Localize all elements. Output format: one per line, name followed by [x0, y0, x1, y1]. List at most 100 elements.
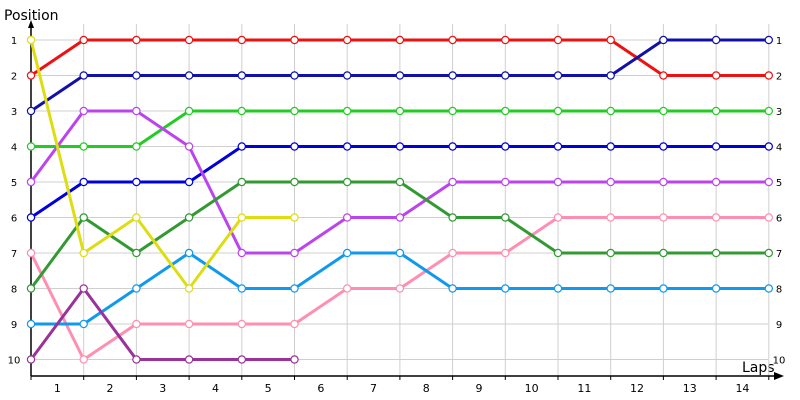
- series-point-8: [711, 284, 721, 293]
- series-point-10: [184, 355, 194, 364]
- series-point-6: [764, 213, 774, 222]
- x-tick-label: 5: [265, 382, 272, 395]
- y-tick-label-left: 2: [11, 72, 17, 83]
- x-tick-label: 11: [577, 382, 591, 395]
- x-tick-label: 10: [525, 382, 539, 395]
- series-point-10: [132, 355, 141, 364]
- series-point-7: [395, 177, 405, 187]
- series-point-6: [606, 213, 615, 222]
- series-point-1: [184, 35, 194, 45]
- y-tick-label-right: 9: [776, 320, 782, 331]
- series-point-9: [132, 213, 141, 222]
- series-point-9: [26, 35, 36, 45]
- series-point-3: [237, 106, 246, 116]
- y-axis-title: Position: [4, 8, 59, 24]
- series-point-4: [659, 142, 668, 151]
- series-point-5: [659, 177, 668, 187]
- series-point-6: [79, 355, 88, 364]
- series-point-3: [448, 106, 457, 116]
- series-point-1: [764, 71, 774, 80]
- series-point-6: [553, 213, 563, 222]
- series-point-7: [764, 248, 774, 258]
- series-point-3: [79, 142, 88, 151]
- series-point-6: [26, 248, 36, 258]
- y-tick-label-left: 4: [11, 143, 17, 154]
- series-point-7: [606, 248, 615, 258]
- series-point-7: [501, 213, 510, 222]
- x-tick-label: 2: [107, 382, 114, 395]
- series-point-2: [184, 71, 194, 80]
- series-point-7: [26, 284, 36, 293]
- y-tick-label-left: 7: [11, 249, 17, 260]
- series-point-3: [553, 106, 563, 116]
- series-point-7: [237, 177, 246, 187]
- series-point-4: [395, 142, 405, 151]
- series-point-4: [553, 142, 563, 151]
- series-point-5: [132, 106, 141, 116]
- series-point-2: [26, 106, 36, 116]
- axes: [28, 20, 784, 380]
- series-point-5: [184, 142, 194, 151]
- series-point-6: [343, 284, 352, 293]
- y-tick-label-left: 3: [11, 107, 17, 118]
- x-tick-label: 12: [630, 382, 644, 395]
- series-point-2: [448, 71, 457, 80]
- series-point-8: [606, 284, 615, 293]
- series-point-5: [764, 177, 774, 187]
- series-point-5: [290, 248, 299, 258]
- series-point-6: [448, 248, 457, 258]
- series-point-10: [79, 284, 88, 293]
- series-point-2: [659, 35, 668, 45]
- series-point-6: [184, 319, 194, 329]
- series-point-5: [343, 213, 352, 222]
- series-point-4: [132, 177, 141, 187]
- series-point-7: [553, 248, 563, 258]
- series-point-2: [395, 71, 405, 80]
- series-point-8: [553, 284, 563, 293]
- series-point-3: [132, 142, 141, 151]
- series-point-3: [764, 106, 774, 116]
- x-axis-arrow: [774, 372, 784, 380]
- series-line-10: [29, 287, 296, 361]
- series-point-4: [501, 142, 510, 151]
- y-tick-label-right: 1: [776, 36, 782, 47]
- series-point-8: [501, 284, 510, 293]
- series-point-1: [237, 35, 246, 45]
- series-group: [26, 35, 774, 364]
- series-point-3: [343, 106, 352, 116]
- series-point-2: [501, 71, 510, 80]
- series-point-6: [659, 213, 668, 222]
- y-tick-label-right: 7: [776, 249, 782, 260]
- x-tick-label: 13: [683, 382, 697, 395]
- series-point-3: [395, 106, 405, 116]
- series-point-2: [606, 71, 615, 80]
- x-tick-label: 4: [212, 382, 219, 395]
- series-point-6: [501, 248, 510, 258]
- series-point-7: [79, 213, 88, 222]
- series-point-6: [711, 213, 721, 222]
- series-point-8: [290, 284, 299, 293]
- series-point-1: [79, 35, 88, 45]
- y-tick-label-right: 8: [776, 285, 782, 296]
- series-point-8: [237, 284, 246, 293]
- y-tick-label-right: 10: [773, 356, 786, 367]
- series-point-4: [237, 142, 246, 151]
- series-point-2: [764, 35, 774, 45]
- y-tick-label-left: 5: [11, 178, 17, 189]
- series-point-5: [79, 106, 88, 116]
- series-point-1: [501, 35, 510, 45]
- series-point-2: [132, 71, 141, 80]
- series-point-8: [132, 284, 141, 293]
- x-tick-label: 3: [159, 382, 166, 395]
- series-point-4: [290, 142, 299, 151]
- x-axis-title: Laps: [742, 360, 775, 376]
- y-tick-label-left: 8: [11, 285, 17, 296]
- series-point-1: [290, 35, 299, 45]
- series-point-10: [290, 355, 299, 364]
- series-point-1: [448, 35, 457, 45]
- series-point-1: [553, 35, 563, 45]
- series-point-6: [237, 319, 246, 329]
- y-tick-label-left: 6: [11, 214, 17, 225]
- y-tick-label-right: 5: [776, 178, 782, 189]
- series-point-8: [448, 284, 457, 293]
